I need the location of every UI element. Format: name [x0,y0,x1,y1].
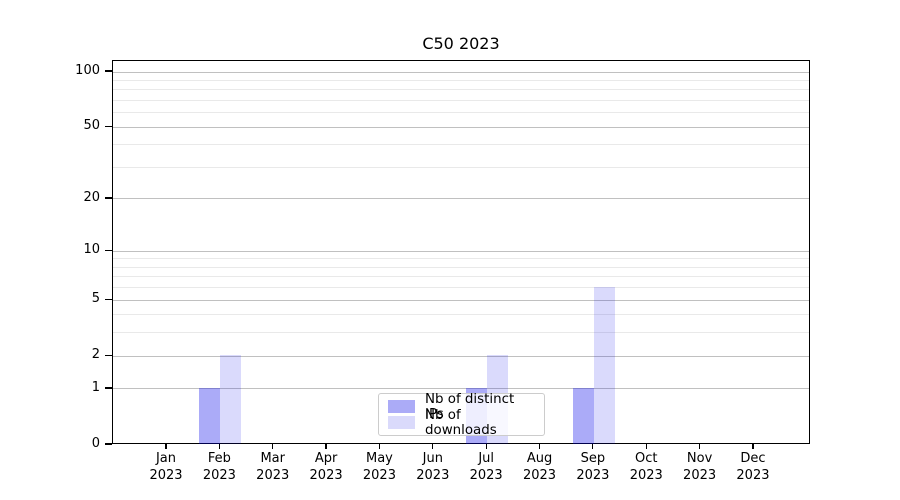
major-gridline [113,126,809,128]
x-tick-mark [752,444,754,449]
x-tick-mark [325,444,327,449]
legend-swatch-downloads-icon [388,416,415,429]
bar-sep-distinct-ips [572,387,594,444]
x-tick-label-aug: Aug 2023 [522,451,557,483]
minor-gridline [113,266,809,268]
x-tick-mark [272,444,274,449]
plot-area: Nb of distinct IPs Nb of downloads [112,60,810,444]
minor-gridline [113,258,809,260]
x-tick-mark [592,444,594,449]
minor-gridline [113,144,809,146]
x-tick-label-oct: Oct 2023 [629,451,663,483]
x-tick-mark [538,444,541,449]
y-tick-mark [105,443,112,445]
y-tick-label: 100 [75,63,100,78]
y-tick-label: 10 [83,242,100,258]
x-tick-mark [645,444,647,449]
minor-gridline [113,112,809,114]
major-gridline [113,198,809,200]
legend-label-distinct-ips: Nb of distinct IPs [425,391,515,422]
bar-feb-downloads [220,355,242,444]
x-tick-label-feb: Feb 2023 [202,451,236,483]
minor-gridline [113,332,809,334]
x-tick-label-nov: Nov 2023 [683,451,717,483]
legend-item-downloads: Nb of downloads [388,408,535,438]
minor-gridline [113,89,809,91]
y-tick-label: 0 [91,436,100,451]
major-gridline [113,71,809,73]
x-tick-mark [378,444,381,449]
x-tick-label-jul: Jul 2023 [469,451,503,483]
x-tick-mark [432,444,434,449]
x-tick-label-dec: Dec 2023 [736,451,770,483]
x-tick-mark [485,444,487,449]
x-tick-label-sep: Sep 2023 [576,451,610,483]
legend-item-distinct-ips: Nb of distinct IPs [388,392,535,422]
major-gridline [113,299,809,301]
minor-gridline [113,287,809,289]
y-tick-mark [105,197,112,199]
legend: Nb of distinct IPs Nb of downloads [378,392,545,438]
y-tick-mark [105,70,112,72]
y-tick-mark [105,298,112,300]
x-tick-label-mar: Mar 2023 [256,451,290,483]
minor-gridline [113,314,809,316]
minor-gridline [113,79,809,81]
y-tick-mark [105,249,112,251]
y-tick-mark [105,387,112,389]
legend-swatch-distinct-ips-icon [388,400,415,413]
y-tick-label: 1 [91,379,100,395]
minor-gridline [113,276,809,278]
y-tick-label: 20 [83,189,100,205]
chart-title: C50 2023 [422,34,500,53]
major-gridline [113,388,809,390]
minor-gridline [113,166,809,168]
x-tick-mark [218,444,220,449]
y-tick-mark [105,354,112,356]
major-gridline [113,355,809,357]
bar-feb-distinct-ips [199,387,221,444]
y-tick-label: 5 [91,291,100,307]
bar-sep-downloads [593,286,615,444]
x-tick-label-apr: Apr 2023 [309,451,343,483]
minor-gridline [113,99,809,101]
x-tick-label-jun: Jun 2023 [416,451,450,483]
x-tick-mark [699,444,701,449]
x-tick-label-may: May 2023 [362,451,396,483]
major-gridline [113,250,809,252]
y-tick-label: 50 [83,118,100,134]
legend-label-downloads: Nb of downloads [425,407,497,438]
y-tick-label: 2 [91,347,100,363]
x-tick-mark [165,444,167,449]
y-tick-mark [105,125,112,127]
x-tick-label-jan: Jan 2023 [149,451,183,483]
